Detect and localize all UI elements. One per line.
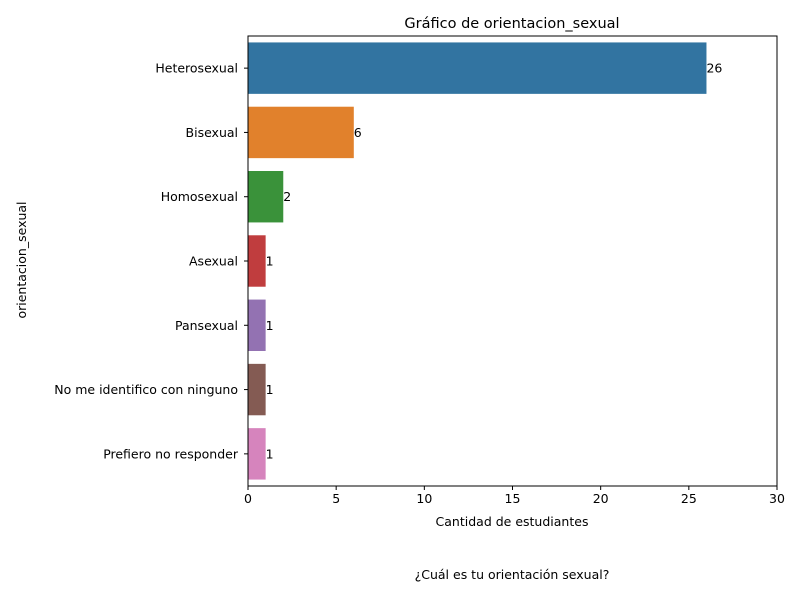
bar-value-label-homosexual: 2 [283, 189, 291, 204]
y-tick-label-pansexual: Pansexual [175, 318, 238, 333]
x-tick-label: 0 [244, 491, 252, 506]
x-tick-label: 20 [593, 491, 609, 506]
bar-prefiero-no-responder [248, 428, 266, 480]
bar-value-label-prefiero-no-responder: 1 [266, 446, 274, 461]
axes-frame [247, 35, 778, 487]
y-tick-label-asexual: Asexual [189, 254, 238, 269]
bar-value-label-no-me-identifico-con-ninguno: 1 [266, 382, 274, 397]
bar-heterosexual [248, 42, 707, 94]
y-axis-label: orientacion_sexual [14, 201, 29, 318]
y-tick-label-homosexual: Homosexual [161, 189, 238, 204]
x-axis-label: Cantidad de estudiantes [436, 514, 589, 529]
x-tick-label: 30 [769, 491, 785, 506]
bar-value-label-bisexual: 6 [354, 125, 362, 140]
bar-bisexual [248, 106, 354, 159]
bar-pansexual [248, 299, 266, 351]
bar-value-label-heterosexual: 26 [706, 61, 722, 76]
bar-asexual [248, 235, 266, 287]
y-tick-label-bisexual: Bisexual [186, 125, 238, 140]
x-tick-label: 15 [505, 491, 521, 506]
x-tick-label: 25 [681, 491, 697, 506]
bar-no-me-identifico-con-ninguno [248, 363, 266, 416]
y-tick-label-no-me-identifico-con-ninguno: No me identifico con ninguno [54, 382, 238, 397]
chart-title: Gráfico de orientacion_sexual [404, 16, 619, 32]
y-tick-label-prefiero-no-responder: Prefiero no responder [103, 446, 239, 461]
y-tick-label-heterosexual: Heterosexual [155, 61, 238, 76]
bar-value-label-asexual: 1 [266, 254, 274, 269]
plot-area: 0 5 10 15 20 25 30 Heterosexual 26 Bisexual 6 Homos… [54, 35, 785, 506]
x-tick-label: 5 [332, 491, 340, 506]
x-tick-label: 10 [416, 491, 432, 506]
figure-caption: ¿Cuál es tu orientación sexual? [415, 567, 610, 582]
bar-homosexual [248, 171, 284, 223]
bar-value-label-pansexual: 1 [266, 318, 274, 333]
